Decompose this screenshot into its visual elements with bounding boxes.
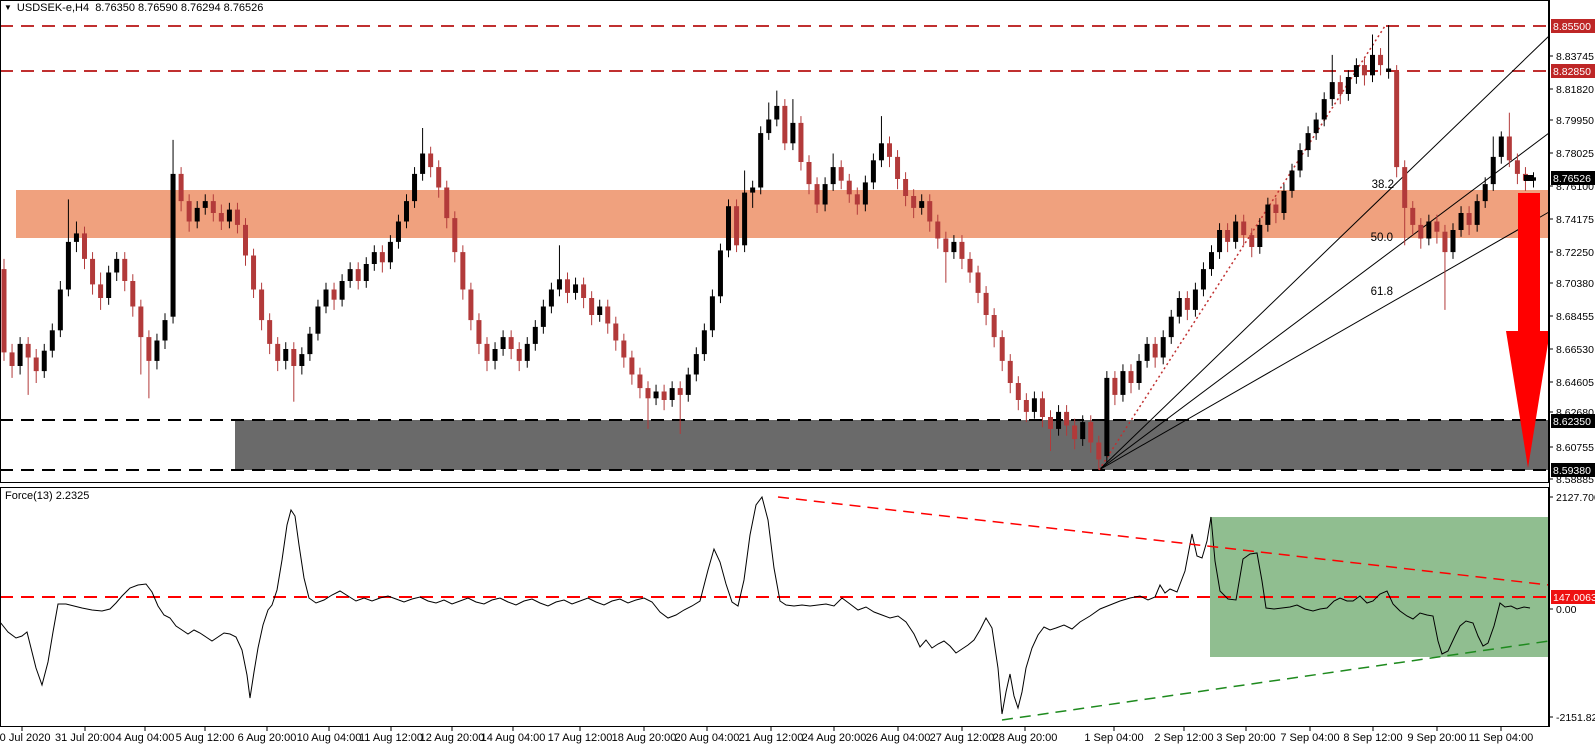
- svg-text:6 Aug 20:00: 6 Aug 20:00: [238, 732, 297, 744]
- svg-text:8.59380: 8.59380: [1553, 465, 1591, 477]
- time-axis: 30 Jul 2020 31 Jul 20:004 Aug 04:005 Aug …: [0, 727, 1533, 744]
- svg-text:18 Aug 20:00: 18 Aug 20:00: [612, 732, 677, 744]
- svg-text:5 Aug 12:00: 5 Aug 12:00: [176, 732, 235, 744]
- svg-text:8.76526: 8.76526: [1553, 173, 1591, 185]
- svg-text:8 Sep 12:00: 8 Sep 12:00: [1343, 732, 1402, 744]
- svg-text:38.2: 38.2: [1372, 179, 1394, 191]
- symbol-dropdown-icon[interactable]: ▼: [4, 3, 12, 12]
- fib-fan-labels: 38.2 50.0 61.8: [1371, 179, 1394, 298]
- svg-text:8.76100: 8.76100: [1556, 181, 1594, 193]
- sell-arrow[interactable]: [1506, 193, 1550, 468]
- supply-zone-rectangle[interactable]: [16, 190, 1549, 238]
- force-trendlines[interactable]: [777, 496, 1550, 721]
- svg-text:20 Aug 04:00: 20 Aug 04:00: [675, 732, 740, 744]
- svg-text:8.82850: 8.82850: [1553, 66, 1591, 78]
- svg-text:0.00: 0.00: [1556, 604, 1577, 616]
- svg-text:11 Sep 04:00: 11 Sep 04:00: [1469, 732, 1534, 744]
- fibonacci-fan[interactable]: [1098, 25, 1550, 471]
- last-price-marker: [1524, 175, 1534, 181]
- indicator-label: Force(13) 2.2325: [5, 490, 90, 502]
- svg-text:8.62350: 8.62350: [1553, 416, 1591, 428]
- svg-text:2127.7006: 2127.7006: [1556, 492, 1595, 504]
- svg-text:8.58885: 8.58885: [1556, 474, 1594, 486]
- svg-text:8.74175: 8.74175: [1556, 214, 1594, 226]
- svg-text:12 Aug 20:00: 12 Aug 20:00: [420, 732, 485, 744]
- force-green-box[interactable]: [1210, 517, 1549, 657]
- svg-text:11 Aug 12:00: 11 Aug 12:00: [359, 732, 423, 744]
- svg-text:8.64605: 8.64605: [1556, 377, 1594, 389]
- svg-text:8.72250: 8.72250: [1556, 247, 1594, 259]
- svg-text:24 Aug 20:00: 24 Aug 20:00: [802, 732, 867, 744]
- svg-text:28 Aug 20:00: 28 Aug 20:00: [993, 732, 1058, 744]
- svg-text:8.60755: 8.60755: [1556, 442, 1594, 454]
- svg-text:21 Aug 12:00: 21 Aug 12:00: [739, 732, 804, 744]
- svg-text:8.70380: 8.70380: [1556, 278, 1594, 290]
- svg-text:14 Aug 04:00: 14 Aug 04:00: [481, 732, 546, 744]
- force-indicator-line: [0, 495, 1531, 715]
- svg-text:31 Jul 20:00: 31 Jul 20:00: [55, 732, 115, 744]
- svg-text:8.79950: 8.79950: [1556, 115, 1594, 127]
- svg-text:7 Sep 04:00: 7 Sep 04:00: [1280, 732, 1339, 744]
- svg-text:8.83745: 8.83745: [1556, 51, 1594, 63]
- svg-text:147.0063: 147.0063: [1553, 592, 1595, 604]
- panel-borders: [0, 0, 1550, 727]
- svg-text:8.68455: 8.68455: [1556, 311, 1594, 323]
- svg-text:8.66530: 8.66530: [1556, 344, 1594, 356]
- svg-text:4 Aug 04:00: 4 Aug 04:00: [116, 732, 175, 744]
- price-axis: 8.85500 8.83745 8.82850 8.81820 8.79950 8.780…: [1549, 19, 1595, 724]
- svg-text:8.85500: 8.85500: [1553, 21, 1591, 33]
- ohlc-values: 8.76350 8.76590 8.76294 8.76526: [95, 2, 264, 14]
- svg-text:30 Jul 2020: 30 Jul 2020: [0, 732, 50, 744]
- svg-text:2 Sep 12:00: 2 Sep 12:00: [1154, 732, 1213, 744]
- svg-text:8.81820: 8.81820: [1556, 84, 1594, 96]
- candlesticks: [1, 25, 1536, 470]
- svg-text:8.78025: 8.78025: [1556, 148, 1594, 160]
- horizontal-levels[interactable]: [0, 25, 1549, 598]
- svg-text:26 Aug 04:00: 26 Aug 04:00: [866, 732, 931, 744]
- chart-title: ▼ USDSEK-e,H4 8.76350 8.76590 8.76294 8.7…: [4, 2, 263, 14]
- svg-text:50.0: 50.0: [1371, 232, 1393, 244]
- svg-text:3 Sep 20:00: 3 Sep 20:00: [1216, 732, 1275, 744]
- svg-text:27 Aug 12:00: 27 Aug 12:00: [930, 732, 995, 744]
- svg-text:61.8: 61.8: [1371, 286, 1393, 298]
- svg-text:10 Aug 04:00: 10 Aug 04:00: [297, 732, 362, 744]
- symbol-period-label: USDSEK-e,H4: [16, 2, 90, 14]
- svg-text:1 Sep 04:00: 1 Sep 04:00: [1084, 732, 1143, 744]
- svg-text:17 Aug 12:00: 17 Aug 12:00: [548, 732, 613, 744]
- demand-zone-rectangle[interactable]: [235, 420, 1549, 470]
- svg-text:-2151.823: -2151.823: [1556, 712, 1595, 724]
- svg-text:9 Sep 20:00: 9 Sep 20:00: [1407, 732, 1466, 744]
